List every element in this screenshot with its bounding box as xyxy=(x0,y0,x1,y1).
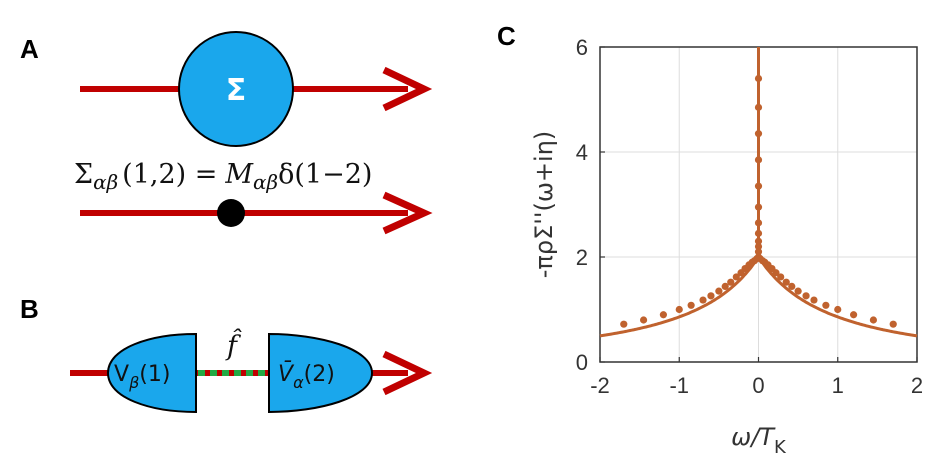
panel-b-label: B xyxy=(20,294,39,324)
x-axis-label-main: ω/T xyxy=(731,423,776,451)
x-tick-label: -2 xyxy=(590,373,610,398)
equation: Σαβ (1,2) = Mαβδ(1−2) xyxy=(74,159,372,194)
data-point xyxy=(675,305,683,314)
arrow-head-b xyxy=(382,350,433,396)
data-point xyxy=(869,316,878,324)
vertex-dot xyxy=(217,199,245,227)
x-tick-label: -1 xyxy=(669,373,689,398)
data-point xyxy=(639,316,648,324)
data-point xyxy=(732,273,740,281)
data-point xyxy=(822,301,830,309)
data-point xyxy=(834,305,842,314)
data-point xyxy=(754,219,763,227)
panel-b: B Vβ(1) V̄α(2) f̂ xyxy=(20,294,433,414)
y-tick-label: 0 xyxy=(576,350,588,375)
panel-c-label: C xyxy=(497,21,516,51)
data-point xyxy=(721,282,729,290)
left-node-label: Vβ(1) xyxy=(114,362,170,392)
data-point xyxy=(754,237,763,245)
data-point xyxy=(754,182,763,190)
self-energy-symbol: Σ xyxy=(226,73,247,108)
eq-rhs-tail: δ(1−2) xyxy=(278,159,372,190)
right-node-arg: (2) xyxy=(304,362,335,387)
data-point xyxy=(754,248,763,256)
data-point xyxy=(754,74,763,83)
data-point xyxy=(889,320,897,328)
eq-rhs-symbol: M xyxy=(224,159,254,190)
data-point xyxy=(727,278,735,286)
y-tick-label: 6 xyxy=(576,35,588,60)
left-node-arg: (1) xyxy=(139,362,170,387)
data-point xyxy=(802,292,810,300)
data-point xyxy=(782,278,790,286)
data-point xyxy=(687,301,695,309)
data-point xyxy=(794,287,802,295)
data-point xyxy=(754,130,763,138)
arrow-head-a2 xyxy=(382,191,433,235)
y-tick-label: 4 xyxy=(576,140,588,165)
x-tick-label: 0 xyxy=(752,373,764,398)
data-point xyxy=(754,103,763,111)
data-point xyxy=(715,287,723,295)
series-line-left xyxy=(599,256,760,338)
eq-lhs-symbol: Σ xyxy=(74,159,93,190)
data-point xyxy=(754,156,763,164)
x-tick-label: 2 xyxy=(911,373,923,398)
data-point xyxy=(754,229,763,237)
data-point xyxy=(777,273,785,281)
f-electron-label: f̂ xyxy=(225,328,243,362)
hybridization-node-left xyxy=(106,332,197,414)
data-point xyxy=(707,292,715,300)
data-point xyxy=(850,311,858,319)
data-point xyxy=(754,242,763,251)
self-energy-chart: -2 -1 0 1 2 0 2 4 6 ω/TK -πρΣ''(ω+iη) xyxy=(530,35,923,458)
data-point xyxy=(699,296,707,304)
data-point xyxy=(772,269,780,277)
arrow-head-a xyxy=(382,66,433,112)
data-point xyxy=(788,282,796,290)
hybridization-node-right xyxy=(268,332,374,414)
x-axis-label-sub: K xyxy=(774,437,787,458)
y-axis-label: -πρΣ''(ω+iη) xyxy=(530,131,558,279)
data-point xyxy=(659,311,668,319)
panel-a-label: A xyxy=(20,34,39,64)
data-point xyxy=(754,203,763,211)
self-energy-node xyxy=(178,31,294,147)
data-point xyxy=(620,320,628,328)
y-tick-label: 2 xyxy=(576,245,588,270)
x-axis-label: ω/TK xyxy=(731,423,787,458)
x-tick-label: 1 xyxy=(832,373,844,398)
panel-c: C -2 -1 0 1 2 0 2 4 6 ω/TK -πρΣ''(ω+iη) xyxy=(497,21,923,458)
left-node-sub: β xyxy=(128,373,139,392)
left-node-symbol: V xyxy=(114,362,129,387)
right-node-label: V̄α(2) xyxy=(278,361,335,392)
eq-lhs-sub: αβ xyxy=(93,170,118,194)
data-point xyxy=(810,296,818,304)
right-node-symbol: V̄ xyxy=(278,361,295,387)
eq-lhs-args: (1,2) = xyxy=(122,159,217,190)
right-node-sub: α xyxy=(293,373,304,392)
eq-rhs-sub: αβ xyxy=(253,170,278,194)
panel-a: A Σ Σαβ (1,2) = Mαβδ(1−2) xyxy=(20,31,433,235)
series-line-right xyxy=(757,256,918,338)
